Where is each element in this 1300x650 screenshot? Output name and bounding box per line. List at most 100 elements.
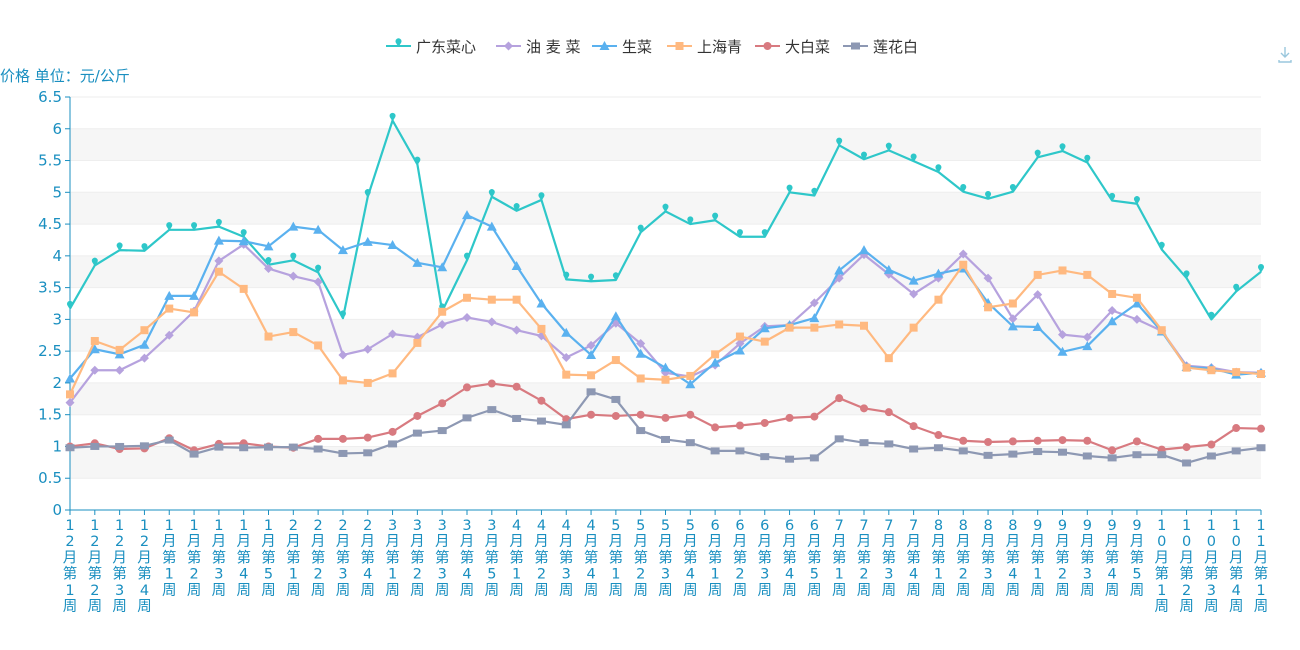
data-point[interactable]: [1158, 241, 1165, 251]
data-point[interactable]: [1232, 424, 1241, 433]
data-point[interactable]: [588, 273, 595, 283]
data-point[interactable]: [116, 242, 123, 252]
data-point[interactable]: [512, 295, 521, 304]
data-point[interactable]: [1206, 452, 1216, 460]
data-point[interactable]: [339, 310, 346, 320]
data-point[interactable]: [214, 267, 223, 276]
data-point[interactable]: [612, 272, 619, 281]
data-point[interactable]: [538, 192, 545, 201]
data-point[interactable]: [958, 447, 968, 455]
data-point[interactable]: [859, 439, 869, 447]
data-point[interactable]: [290, 252, 297, 262]
data-point[interactable]: [1182, 363, 1191, 372]
data-point[interactable]: [264, 332, 273, 341]
data-point[interactable]: [786, 184, 793, 194]
data-point[interactable]: [1084, 154, 1091, 164]
data-point[interactable]: [710, 357, 721, 367]
data-point[interactable]: [164, 436, 174, 444]
data-point[interactable]: [883, 264, 894, 274]
data-point[interactable]: [860, 404, 868, 413]
data-point[interactable]: [1107, 305, 1117, 315]
data-point[interactable]: [388, 329, 398, 339]
data-point[interactable]: [115, 442, 125, 450]
legend-item[interactable]: 大白菜: [755, 38, 830, 56]
data-point[interactable]: [463, 383, 471, 392]
data-point[interactable]: [263, 241, 274, 251]
data-point[interactable]: [1082, 341, 1093, 351]
data-point[interactable]: [1007, 321, 1018, 331]
data-point[interactable]: [859, 245, 869, 255]
data-point[interactable]: [959, 436, 968, 445]
data-point[interactable]: [587, 410, 596, 419]
data-point[interactable]: [1182, 443, 1191, 452]
data-point[interactable]: [810, 323, 819, 332]
data-point[interactable]: [315, 264, 322, 274]
data-point[interactable]: [834, 265, 845, 275]
data-point[interactable]: [338, 376, 347, 385]
data-point[interactable]: [1033, 448, 1043, 456]
data-point[interactable]: [611, 411, 620, 420]
data-point[interactable]: [239, 444, 249, 452]
data-point[interactable]: [1058, 266, 1067, 275]
data-point[interactable]: [1208, 311, 1215, 321]
data-point[interactable]: [437, 427, 447, 435]
data-point[interactable]: [313, 224, 324, 234]
data-point[interactable]: [1256, 444, 1266, 452]
legend-swatch-marker[interactable]: [851, 42, 860, 50]
data-point[interactable]: [861, 151, 867, 161]
data-point[interactable]: [190, 308, 199, 317]
data-point[interactable]: [240, 229, 247, 238]
data-point[interactable]: [89, 344, 100, 354]
data-point[interactable]: [512, 415, 522, 423]
data-point[interactable]: [563, 271, 570, 281]
data-point[interactable]: [141, 243, 148, 252]
data-point[interactable]: [139, 353, 149, 363]
data-point[interactable]: [661, 375, 670, 384]
data-point[interactable]: [1233, 283, 1240, 293]
data-point[interactable]: [362, 236, 373, 246]
data-point[interactable]: [66, 390, 74, 399]
data-point[interactable]: [884, 354, 893, 363]
data-point[interactable]: [264, 264, 273, 274]
data-point[interactable]: [1132, 451, 1142, 459]
data-point[interactable]: [238, 236, 249, 246]
data-point[interactable]: [139, 442, 149, 450]
data-point[interactable]: [438, 307, 447, 316]
data-point[interactable]: [561, 353, 571, 363]
legend-swatch-marker[interactable]: [504, 41, 513, 51]
legend-swatch-marker[interactable]: [395, 38, 402, 47]
legend-item[interactable]: 生菜: [592, 38, 652, 56]
data-point[interactable]: [909, 323, 918, 332]
data-point[interactable]: [215, 218, 222, 228]
data-point[interactable]: [662, 203, 669, 213]
data-point[interactable]: [314, 434, 323, 443]
data-point[interactable]: [536, 417, 546, 425]
data-point[interactable]: [1058, 330, 1067, 340]
data-point[interactable]: [711, 423, 720, 432]
data-point[interactable]: [140, 326, 149, 335]
data-point[interactable]: [388, 440, 398, 448]
data-point[interactable]: [636, 339, 646, 349]
data-point[interactable]: [189, 290, 200, 300]
data-point[interactable]: [984, 303, 993, 312]
legend-item[interactable]: 莲花白: [843, 38, 918, 56]
data-point[interactable]: [610, 311, 621, 321]
data-point[interactable]: [759, 323, 770, 333]
data-point[interactable]: [537, 324, 546, 333]
data-point[interactable]: [1008, 437, 1017, 446]
data-point[interactable]: [213, 235, 224, 245]
data-point[interactable]: [1032, 322, 1043, 332]
data-point[interactable]: [462, 312, 472, 322]
data-point[interactable]: [338, 434, 347, 443]
data-point[interactable]: [90, 442, 100, 450]
data-point[interactable]: [685, 379, 696, 389]
data-point[interactable]: [1034, 149, 1041, 159]
data-point[interactable]: [785, 323, 794, 332]
data-point[interactable]: [1257, 370, 1265, 379]
data-point[interactable]: [412, 257, 423, 267]
data-point[interactable]: [1059, 143, 1066, 153]
data-point[interactable]: [115, 365, 125, 375]
data-point[interactable]: [736, 229, 743, 238]
data-point[interactable]: [512, 382, 521, 391]
data-point[interactable]: [587, 371, 596, 380]
